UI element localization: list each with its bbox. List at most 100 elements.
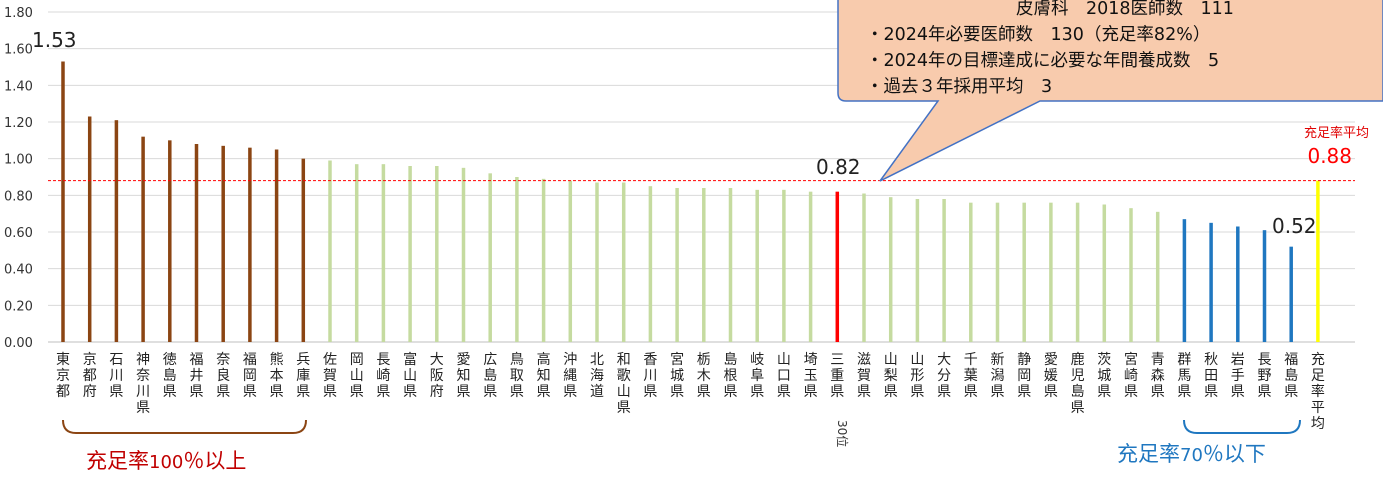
category-label: 岐阜県 [750,352,764,400]
bar [621,182,626,342]
bar [114,120,119,343]
category-label: 岡山県 [350,352,364,400]
group-label-above: 充足率100％以上 [86,449,246,473]
callout-line-required: ・2024年必要医師数 130（充足率82%） [866,25,1211,45]
bar [1129,208,1133,342]
data-label-mie: 0.82 [816,155,861,179]
category-label: 三重県 [830,352,844,400]
category-label: 長野県 [1258,352,1272,400]
bar [702,188,706,342]
bar [915,199,920,342]
y-tick-label: 0.80 [4,189,33,204]
category-label: 鹿児島県 [1071,351,1085,416]
callout-line-past: ・過去３年採用平均 3 [866,77,1053,97]
category-label: 大阪府 [430,352,444,400]
bar [168,140,172,342]
category-label: 静岡県 [1017,352,1031,400]
category-label: 群馬県 [1177,352,1191,400]
category-label: 熊本県 [270,352,284,400]
bar [221,145,225,342]
bar [942,199,946,342]
group-label-below: 充足率70％以下 [1117,442,1266,466]
y-tick-label: 0.40 [4,263,33,278]
bar [515,177,519,342]
category-labels: 東京都京都府石川県神奈川県徳島県福井県奈良県福岡県熊本県兵庫県佐賀県岡山県長崎県… [56,351,1325,432]
bar [835,191,840,342]
bar [782,189,786,342]
y-tick-label: 1.00 [4,153,33,168]
data-label-fukushima: 0.52 [1272,214,1317,238]
bar [995,202,1000,342]
bar [301,158,306,342]
category-label: 宮城県 [670,352,684,400]
category-label: 福井県 [190,352,204,400]
y-tick-label: 1.60 [4,43,33,58]
bar [1209,222,1213,342]
bar [274,149,279,342]
category-label: 新潟県 [991,352,1005,400]
category-label: 埼玉県 [804,352,818,400]
y-tick-label: 1.20 [4,116,33,131]
category-label: 愛媛県 [1044,352,1058,400]
category-label: 充足率平均 [1311,352,1325,432]
bar [969,202,973,342]
callout-text: 皮膚科 2018医師数 111 ・2024年必要医師数 130（充足率82%） … [866,0,1366,100]
bar [1049,202,1053,342]
category-label: 北海道 [590,352,604,400]
y-tick-label: 0.00 [4,336,33,351]
bar [435,166,439,342]
category-label: 青森県 [1151,352,1165,400]
category-label: 山梨県 [884,352,898,400]
category-label: 秋田県 [1204,352,1218,400]
category-label: 岩手県 [1231,352,1245,400]
category-label: 福島県 [1284,352,1298,400]
category-label: 広島県 [483,352,497,400]
category-label: 石川県 [109,352,123,400]
category-label: 沖縄県 [563,352,577,400]
bar [328,160,332,342]
category-label: 愛知県 [457,352,471,400]
bar [1155,211,1160,342]
bar [1182,219,1187,342]
bar [141,136,145,342]
bar [755,189,759,342]
category-label: 香川県 [643,352,657,400]
data-label-average: 0.88 [1307,144,1352,168]
bar [488,173,492,342]
y-tick-label: 1.40 [4,79,33,94]
bar [1075,202,1080,342]
bar [61,61,65,342]
bar [568,180,573,342]
category-label: 東京都 [56,352,70,400]
callout-line-heading: 皮膚科 2018医師数 111 [1016,0,1234,19]
category-label: 京都府 [83,352,97,400]
bar [1262,230,1267,342]
callout-box [837,0,1383,182]
category-label: 栃木県 [697,352,711,400]
category-label: 福岡県 [243,352,257,400]
bar [888,197,893,342]
rank-note: 30位 [835,420,850,447]
category-label: 千葉県 [964,352,978,400]
y-tick-label: 0.20 [4,299,33,314]
bracket-above [62,419,307,434]
bar [1289,246,1293,342]
bar [408,166,412,342]
bar [381,164,386,342]
category-label: 鳥取県 [510,352,524,400]
bar [1102,204,1107,342]
callout-line-annual: ・2024年の目標達成に必要な年間養成数 5 [866,51,1220,71]
category-label: 佐賀県 [323,352,337,400]
category-label: 島根県 [724,352,738,400]
category-label: 宮崎県 [1124,352,1138,400]
bar [808,191,813,342]
category-label: 長崎県 [376,352,390,400]
y-tick-label: 0.60 [4,226,33,241]
bar [248,147,252,342]
bars [61,61,1320,343]
category-label: 徳島県 [163,352,177,400]
category-label: 奈良県 [216,352,230,400]
average-caption: 充足率平均 [1304,125,1369,141]
bar [461,167,466,342]
